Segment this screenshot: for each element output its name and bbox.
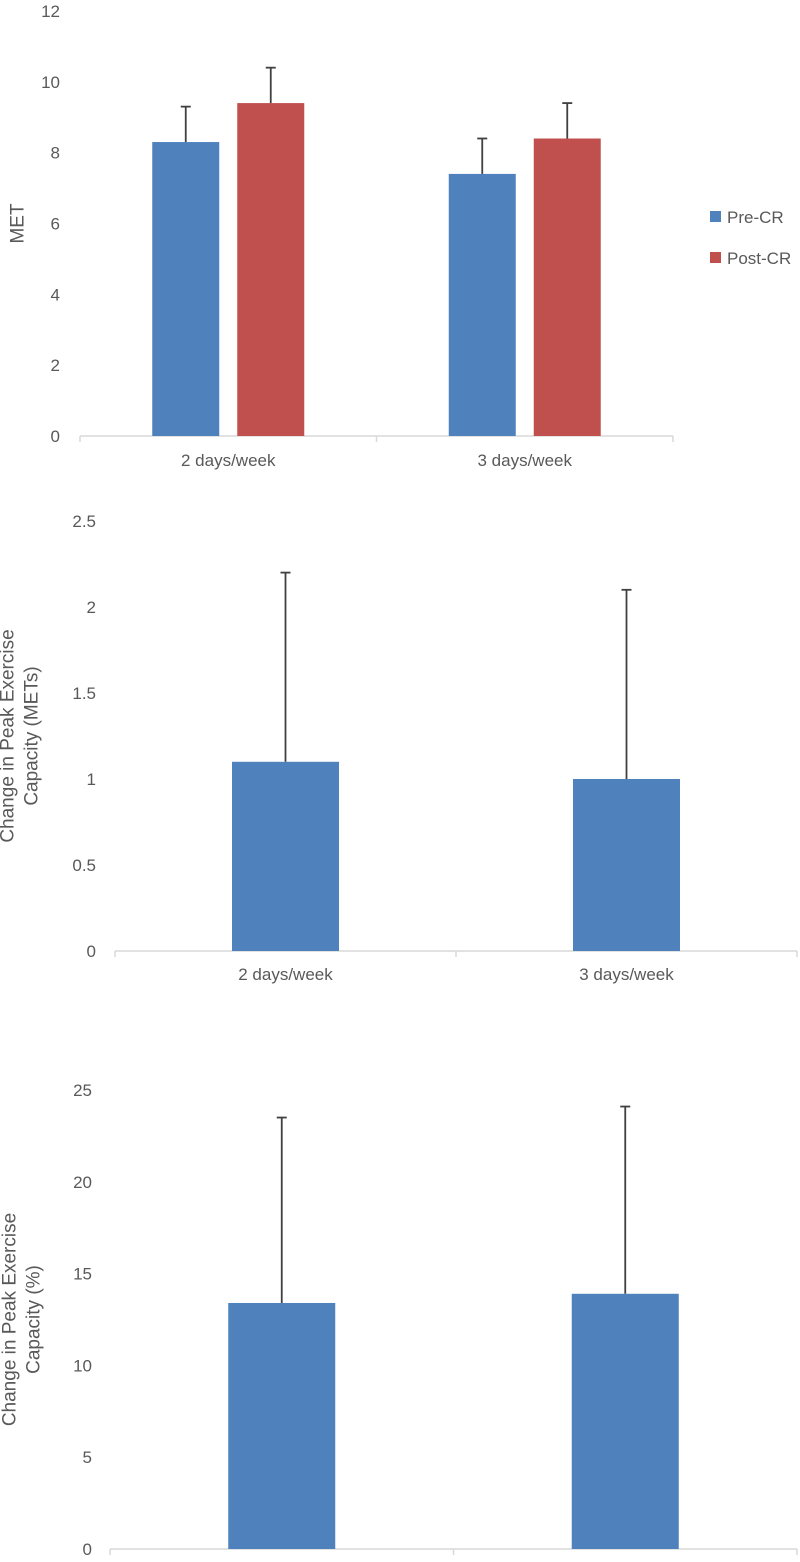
y-tick-label: 12 (41, 2, 60, 21)
y-tick-label: 5 (83, 1448, 92, 1467)
y-tick-label: 2.5 (72, 512, 96, 531)
y-axis-title: Change in Peak Exercise (0, 1213, 21, 1426)
bar (573, 779, 680, 951)
legend-swatch (710, 211, 721, 222)
bar (228, 1302, 336, 1549)
y-axis-title: Change in Peak Exercise (0, 629, 19, 842)
x-tick-label: 2 days/week (238, 965, 333, 984)
y-tick-label: 6 (51, 215, 60, 234)
y-axis-title: Capacity (%) (24, 1265, 45, 1374)
y-tick-label: 2 (51, 356, 60, 375)
legend-label: Post-CR (727, 249, 791, 268)
y-tick-label: 25 (73, 1081, 92, 1100)
bar (448, 173, 516, 436)
y-tick-label: 4 (51, 285, 60, 304)
legend-swatch (710, 252, 721, 263)
bar (237, 103, 305, 436)
x-tick-label: 2 days/week (181, 451, 276, 470)
legend-label: Pre-CR (727, 208, 784, 227)
bar (152, 142, 220, 436)
y-axis-title: MET (8, 203, 29, 244)
y-tick-label: 0.5 (72, 856, 96, 875)
y-tick-label: 10 (73, 1356, 92, 1375)
y-tick-label: 1 (87, 770, 96, 789)
y-tick-label: 20 (73, 1173, 92, 1192)
y-tick-label: 10 (41, 73, 60, 92)
bar (232, 761, 339, 951)
y-tick-label: 2 (87, 598, 96, 617)
x-tick-label: 3 days/week (478, 451, 573, 470)
x-tick-label: 3 days/week (579, 965, 674, 984)
bar (571, 1293, 679, 1549)
y-tick-label: 1.5 (72, 684, 96, 703)
y-tick-label: 0 (83, 1540, 92, 1559)
y-tick-label: 0 (51, 427, 60, 446)
y-tick-label: 8 (51, 144, 60, 163)
bar (533, 138, 601, 436)
y-tick-label: 15 (73, 1265, 92, 1284)
y-axis-title: Capacity (METs) (22, 666, 43, 805)
y-tick-label: 0 (87, 942, 96, 961)
